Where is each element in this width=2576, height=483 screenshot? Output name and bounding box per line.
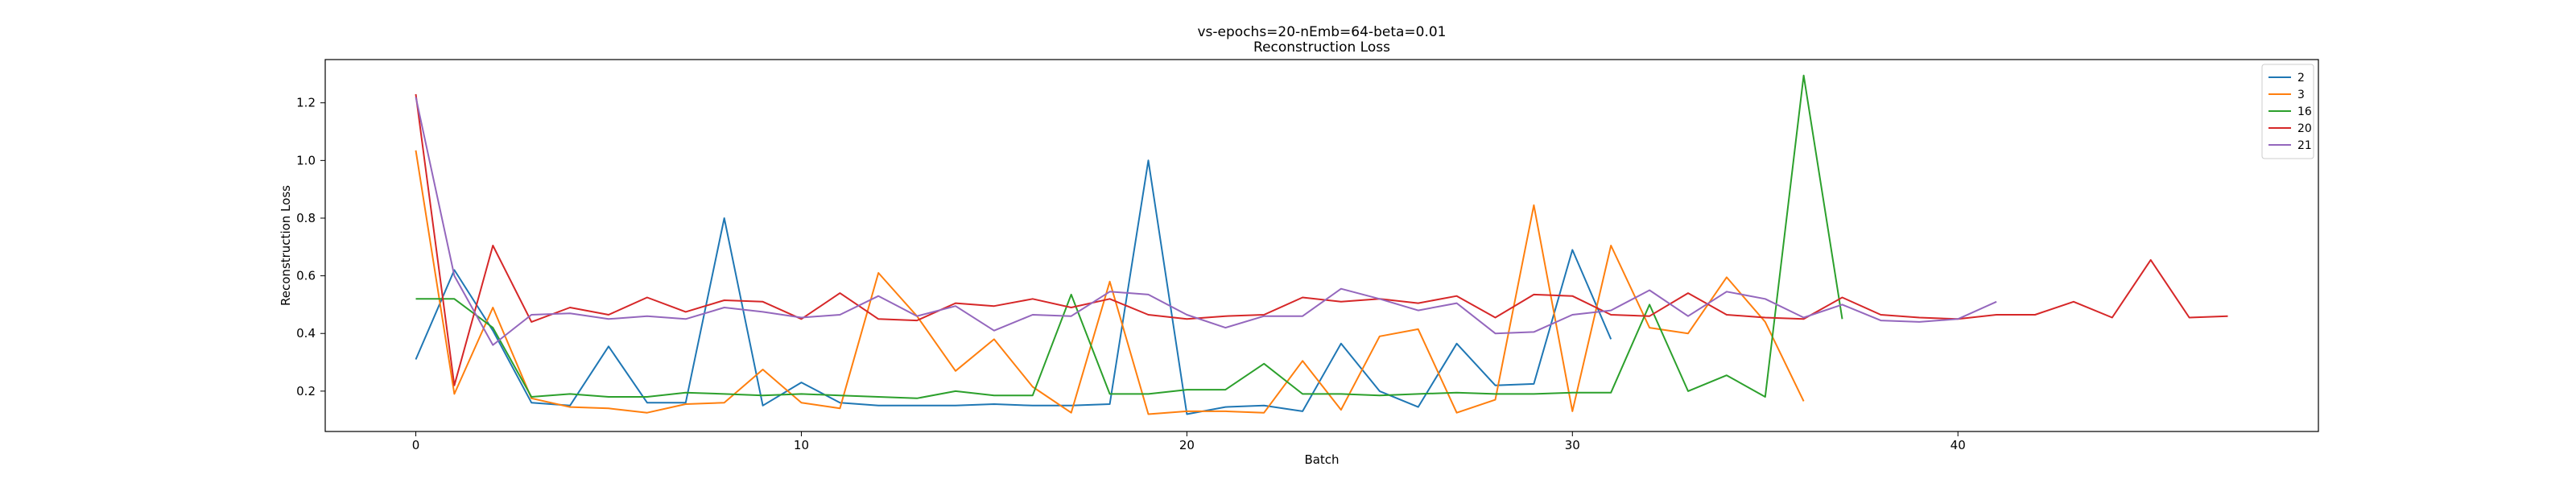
axis-ticks: 0 10 20 30 40 0.2 0.4 0.6 0.8 1.0 1.2	[296, 96, 1966, 452]
chart-title: vs-epochs=20-nEmb=64-beta=0.01	[1198, 24, 1447, 40]
series-line-21	[415, 97, 1997, 346]
y-tick-label: 0.2	[296, 384, 316, 398]
y-tick-label: 1.0	[296, 153, 316, 167]
series-line-20	[415, 93, 2228, 386]
chart-subtitle: Reconstruction Loss	[1253, 39, 1390, 56]
plot-area	[415, 74, 2228, 415]
y-axis-label: Reconstruction Loss	[279, 185, 293, 306]
legend-label-3: 3	[2297, 89, 2305, 101]
y-tick-label: 0.8	[296, 211, 316, 225]
series-line-3	[415, 150, 1805, 415]
x-tick-label: 0	[412, 438, 420, 452]
y-tick-label: 0.4	[296, 326, 316, 341]
axes-frame	[324, 59, 2319, 432]
y-tick-label: 1.2	[296, 96, 316, 110]
x-tick-label: 40	[1951, 438, 1966, 452]
legend-label-16: 16	[2297, 105, 2312, 118]
x-tick-label: 20	[1179, 438, 1195, 452]
x-tick-label: 10	[794, 438, 809, 452]
x-tick-label: 30	[1565, 438, 1580, 452]
legend-label-21: 21	[2297, 139, 2312, 152]
legend: 2 3 16 20 21	[2261, 64, 2314, 159]
series-line-16	[415, 74, 1843, 399]
x-axis-label: Batch	[1304, 452, 1339, 467]
series-line-2	[415, 159, 1612, 415]
legend-label-2: 2	[2297, 72, 2305, 85]
legend-label-20: 20	[2297, 122, 2312, 135]
y-tick-label: 0.6	[296, 269, 316, 283]
